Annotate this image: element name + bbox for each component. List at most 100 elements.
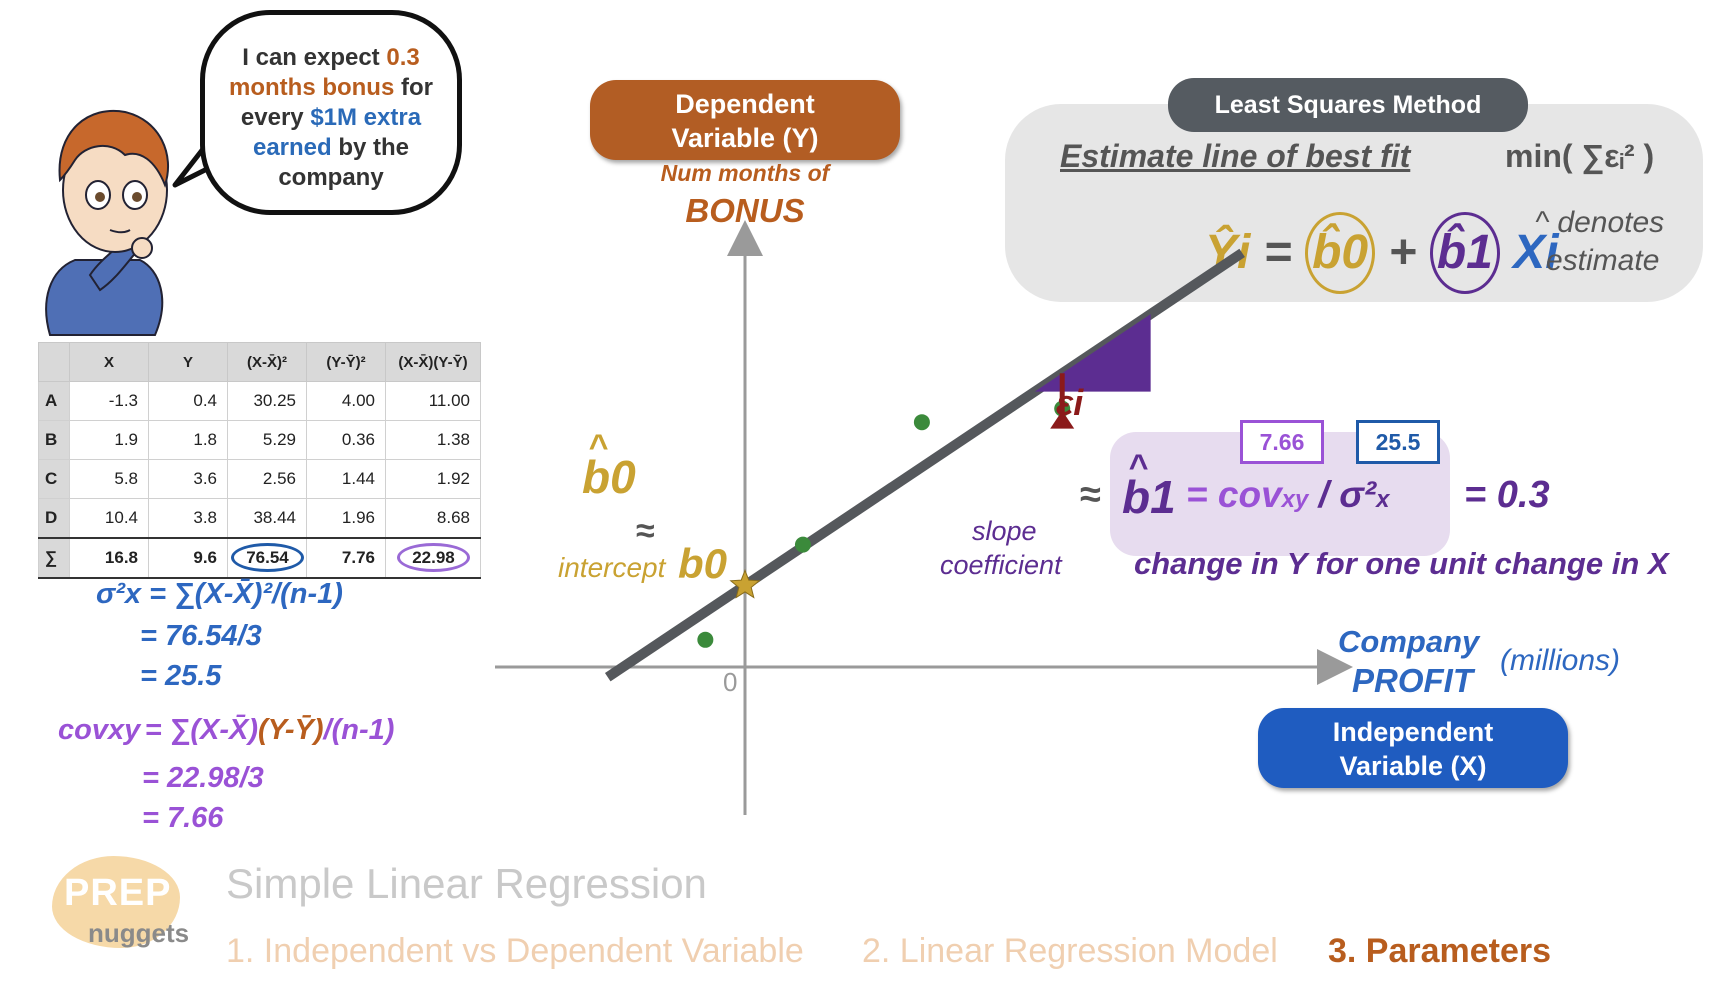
least-squares-subtitle: Estimate line of best fit [1060, 138, 1411, 174]
table-cell: B [38, 420, 70, 460]
student-illustration [45, 109, 170, 336]
variance-formula-line-1: σ²x = ∑(X-X̄)²/(n-1) [96, 578, 343, 611]
slope-hat-b1: ^ b1 [1122, 450, 1176, 523]
data-point [697, 631, 714, 648]
slope-word-1: slope [972, 516, 1037, 546]
slope-formula-var: / σ² [1318, 474, 1377, 515]
table-cell: 3.8 [148, 498, 228, 539]
deck-title: Simple Linear Regression [226, 860, 707, 907]
covariance-formula-line-3: = 7.66 [142, 802, 224, 834]
covariance-def-n: /(n-1) [323, 714, 395, 746]
data-point [913, 414, 930, 431]
table-header: Y [148, 342, 228, 382]
eq-b1-circled: b̂1 [1429, 212, 1500, 294]
table-header: (X-X̄)² [227, 342, 307, 382]
table-cell: 1.92 [385, 459, 481, 499]
intercept-hat-b0-text: b0 [582, 451, 636, 503]
covariance-def-x: = ∑(X-X̄) [144, 714, 259, 746]
variance-formula-line-2: = 76.54/3 [140, 620, 262, 652]
table-cell: -1.3 [69, 381, 149, 421]
table-cell: 5.29 [227, 420, 307, 460]
sum-symbol: ∑ [38, 537, 70, 579]
table-cell: 4.00 [306, 381, 386, 421]
slope-hat-b1-text: b1 [1122, 471, 1176, 523]
hat-note-line-2: estimate [1546, 244, 1660, 277]
table-header [38, 342, 70, 382]
sum-x-squared-circled: 76.54 [231, 543, 304, 572]
table-row: A -1.3 0.4 30.25 4.00 11.00 [38, 381, 481, 421]
nav-item-independent-vs-dependent[interactable]: 1. Independent vs Dependent Variable [226, 932, 804, 970]
table-cell: A [38, 381, 70, 421]
brand-logo-blob [52, 856, 180, 948]
table-cell: 10.4 [69, 498, 149, 539]
eq-x: Xi [1513, 226, 1559, 279]
stats-table: X Y (X-X̄)² (Y-Ȳ)² (X-X̄)(Y-Ȳ) A -1.3 0.… [38, 342, 481, 579]
slope-result: = 0.3 [1464, 474, 1550, 516]
hat-note-line-1: ^ denotes [1535, 206, 1665, 239]
table-cell: C [38, 459, 70, 499]
table-cell: 0.4 [148, 381, 228, 421]
dependent-pill-line-1: Dependent [675, 89, 815, 119]
slope-b1: b1 [1018, 476, 1065, 520]
x-axis-units: (millions) [1500, 644, 1620, 677]
covariance-formula-line-1: covxy = ∑(X-X̄)(Y-Ȳ)/(n-1) [58, 714, 394, 747]
origin-label: 0 [723, 667, 738, 697]
intercept-hat-b0: ^ b0 [582, 430, 636, 503]
speech-bubble: I can expect 0.3 months bonus for every … [200, 10, 462, 215]
least-squares-minimize: min( ∑εᵢ² ) [1505, 138, 1655, 174]
dependent-pill-line-2: Variable (Y) [671, 123, 819, 153]
dependent-variable-pill: Dependent Variable (Y) [590, 80, 900, 160]
slope-formula-var-sub: x [1376, 486, 1390, 513]
bubble-profit: $1M extra earned [252, 104, 422, 161]
regression-plot [495, 220, 1353, 815]
covariance-symbol: covxy [58, 714, 141, 746]
slope-formula-cov: = cov [1186, 474, 1282, 515]
intercept-word: intercept [558, 552, 666, 583]
table-cell: D [38, 498, 70, 539]
table-cell: 3.6 [148, 459, 228, 499]
table-header: (Y-Ȳ)² [306, 342, 386, 382]
dependent-subtitle-1: Num months of [660, 160, 830, 186]
table-cell: 38.44 [227, 498, 307, 539]
intercept-star-icon [729, 569, 761, 599]
sum-cell: 7.76 [306, 537, 386, 579]
variance-symbol: σ²x [96, 578, 142, 610]
table-header: (X-X̄)(Y-Ȳ) [385, 342, 481, 382]
sum-cell: 9.6 [148, 537, 228, 579]
x-axis-label-1: Company [1338, 624, 1480, 659]
table-cell: 30.25 [227, 381, 307, 421]
table-cell: 1.8 [148, 420, 228, 460]
table-header: X [69, 342, 149, 382]
covariance-def-y: (Y-Ȳ) [258, 714, 324, 746]
table-row: D 10.4 3.8 38.44 1.96 8.68 [38, 498, 481, 539]
nav-item-parameters[interactable]: 3. Parameters [1328, 932, 1552, 970]
table-header-row: X Y (X-X̄)² (Y-Ȳ)² (X-X̄)(Y-Ȳ) [38, 342, 481, 382]
residual-arrow-head [1050, 410, 1075, 429]
nav-item-linear-regression-model[interactable]: 2. Linear Regression Model [862, 932, 1278, 970]
slope-meaning: change in Y for one unit change in X [1134, 546, 1669, 581]
independent-variable-pill: Independent Variable (X) [1258, 708, 1568, 788]
bubble-text-1: I can expect [242, 44, 387, 71]
table-cell: 1.9 [69, 420, 149, 460]
regression-equation: Ŷi = b̂0 + b̂1 Xi [1205, 212, 1559, 294]
variance-value-box: 25.5 [1356, 420, 1440, 464]
slope-formula: = covxy / σ²x [1186, 474, 1389, 516]
variance-definition: = ∑(X-X̄)²/(n-1) [149, 578, 343, 610]
table-cell: 2.56 [227, 459, 307, 499]
data-point [794, 536, 811, 553]
table-sum-row: ∑ 16.8 9.6 76.54 7.76 22.98 [38, 537, 481, 579]
table-cell: 0.36 [306, 420, 386, 460]
sum-cell: 16.8 [69, 537, 149, 579]
table-cell: 1.38 [385, 420, 481, 460]
slope-approx: ≈ [1080, 474, 1101, 516]
covariance-formula-line-2: = 22.98/3 [142, 762, 264, 794]
sum-xy-product-circled: 22.98 [397, 543, 470, 572]
bubble-bonus-value: 0.3 [386, 44, 420, 71]
slope-word-2: coefficient [940, 550, 1062, 580]
table-cell: 11.00 [385, 381, 481, 421]
eq-b0-circled: b̂0 [1305, 212, 1376, 294]
table-cell: 5.8 [69, 459, 149, 499]
eq-equals: = [1263, 226, 1292, 279]
table-cell: 1.44 [306, 459, 386, 499]
bubble-text-2: for every [240, 74, 433, 131]
